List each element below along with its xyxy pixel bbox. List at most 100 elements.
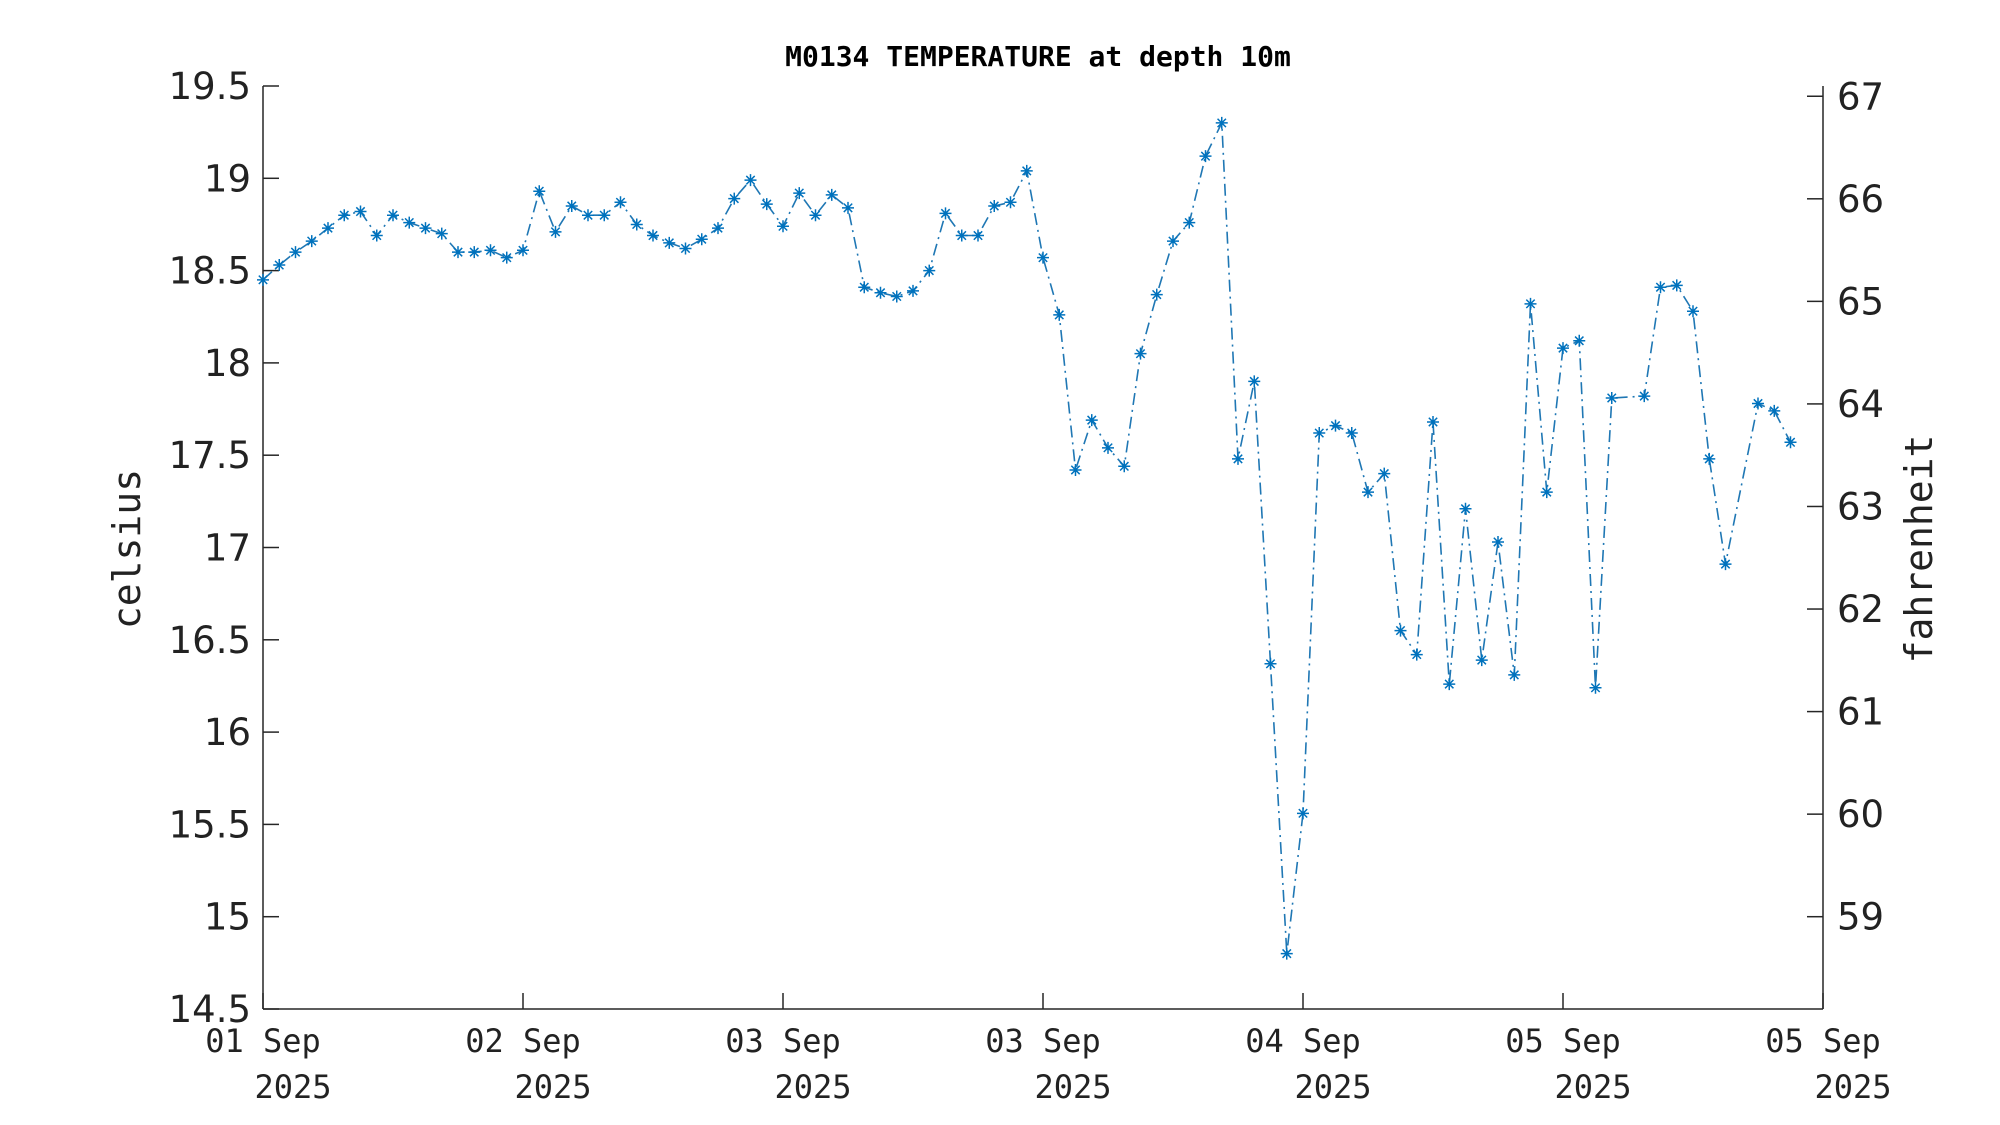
data-point [549, 225, 562, 238]
data-point [1475, 654, 1488, 667]
data-point [939, 207, 952, 220]
data-point [273, 259, 286, 272]
data-point [468, 246, 481, 259]
left-y-tick-label: 19 [204, 157, 251, 200]
x-tick-label-day: 05 Sep [1765, 1022, 1881, 1060]
data-point [890, 290, 903, 303]
x-tick-label-year: 2025 [1814, 1068, 1891, 1106]
right-y-tick-label: 64 [1837, 383, 1884, 426]
right-y-tick-label: 59 [1837, 896, 1884, 939]
x-tick-label-year: 2025 [1554, 1068, 1631, 1106]
data-point [1719, 558, 1732, 571]
left-y-tick-label: 15.5 [169, 803, 251, 846]
data-point [289, 246, 302, 259]
data-point [1280, 947, 1293, 960]
data-point [1329, 419, 1342, 432]
left-y-tick-label: 14.5 [169, 988, 251, 1031]
data-point [533, 185, 546, 198]
data-point [452, 246, 464, 259]
data-point [1589, 681, 1602, 694]
left-y-tick-label: 18 [204, 342, 251, 385]
x-tick-label-year: 2025 [254, 1068, 331, 1106]
x-tick-label-year: 2025 [774, 1068, 851, 1106]
x-axis-ticks: 01 Sep 2025 02 Sep 2025 03 Sep 2025 03 Sep 2025… [205, 993, 1892, 1106]
data-point [257, 273, 269, 286]
data-point [387, 209, 399, 222]
right-y-tick-label: 60 [1837, 793, 1884, 836]
data-point [1654, 281, 1667, 294]
right-y-axis-ticks: 59 60 61 62 63 64 65 66 67 [1807, 75, 1884, 939]
x-tick-label-day: 02 Sep [465, 1022, 581, 1060]
y-axis-label-right: fahrenheit [1897, 435, 1941, 664]
data-point [484, 244, 497, 257]
data-point [1784, 436, 1797, 449]
data-point [988, 199, 1001, 212]
data-point [1297, 807, 1309, 820]
data-point [1183, 216, 1196, 229]
plot-axes [262, 86, 1824, 1010]
data-point [1703, 452, 1716, 465]
data-point [809, 209, 822, 222]
right-y-tick-label: 66 [1837, 178, 1884, 221]
data-point [1557, 342, 1569, 355]
data-point [1540, 486, 1553, 499]
data-point [565, 199, 578, 212]
data-point [517, 244, 529, 257]
data-point [598, 209, 611, 222]
data-point [1459, 502, 1472, 515]
data-point [1167, 235, 1179, 248]
data-point [712, 222, 724, 235]
left-y-tick-label: 16 [204, 711, 251, 754]
right-y-tick-label: 61 [1837, 691, 1884, 734]
data-point [647, 229, 659, 242]
left-y-tick-label: 19.5 [169, 65, 251, 108]
data-point [419, 222, 432, 235]
data-point [825, 188, 838, 201]
data-point [1638, 390, 1651, 403]
data-point [1215, 116, 1228, 129]
data-point [1232, 452, 1244, 465]
data-point [1004, 196, 1017, 209]
chart-title: M0134 TEMPERATURE at depth 10m [785, 40, 1291, 73]
data-point [1605, 391, 1618, 404]
data-point [972, 229, 984, 242]
data-point [370, 229, 383, 242]
data-point [793, 187, 806, 200]
data-point [1037, 251, 1049, 264]
data-point [614, 196, 627, 209]
x-tick-label-day: 05 Sep [1505, 1022, 1621, 1060]
data-point [1443, 678, 1456, 691]
data-point [1085, 414, 1098, 427]
data-point [1524, 297, 1537, 310]
data-point [1508, 668, 1521, 681]
data-point [500, 251, 513, 264]
data-point [1670, 279, 1683, 292]
data-point [1394, 624, 1407, 637]
x-tick-label-year: 2025 [1034, 1068, 1111, 1106]
data-point [1150, 288, 1163, 301]
data-point [322, 222, 334, 235]
data-point [403, 216, 416, 229]
data-point [1020, 164, 1033, 177]
x-tick-label-day: 03 Sep [725, 1022, 841, 1060]
left-y-tick-label: 17 [204, 527, 251, 570]
data-point [582, 209, 594, 222]
right-y-tick-label: 67 [1837, 75, 1884, 118]
temperature-series [257, 116, 1797, 960]
data-point [1378, 467, 1391, 480]
data-point [1410, 648, 1423, 661]
data-point [744, 174, 757, 187]
left-y-tick-label: 18.5 [169, 250, 251, 293]
data-point [1118, 460, 1131, 473]
data-point [1752, 397, 1764, 410]
data-point [923, 264, 936, 277]
x-tick-label-year: 2025 [514, 1068, 591, 1106]
data-point [1199, 150, 1212, 163]
data-point [1313, 427, 1326, 440]
data-point [1102, 441, 1114, 454]
data-point [777, 220, 789, 233]
data-point [435, 227, 448, 240]
data-point [874, 286, 887, 299]
data-point [1134, 347, 1147, 360]
data-point [1687, 305, 1699, 318]
